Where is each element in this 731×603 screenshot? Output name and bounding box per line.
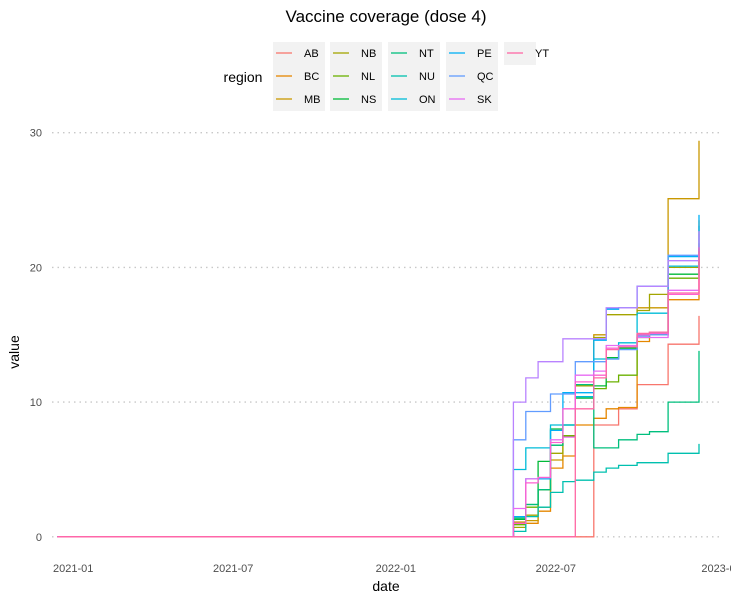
x-tick-label: 2021-07 <box>213 563 253 575</box>
grid-lines <box>52 132 722 538</box>
legend: AB BC MB NB NL NS NT NU ON PE QC SK YT <box>273 42 549 111</box>
legend-label-nb: NB <box>361 48 376 60</box>
series-line-nu <box>57 443 700 538</box>
x-axis-title: date <box>372 578 399 594</box>
series-line-yt-pink <box>57 247 700 538</box>
series-line-yt <box>57 251 700 538</box>
series-line-nl <box>57 248 700 538</box>
legend-label-ns: NS <box>361 94 376 106</box>
series-line-ab <box>57 315 700 538</box>
x-tick-label: 2022-01 <box>376 563 416 575</box>
legend-label-qc: QC <box>477 71 494 83</box>
series-line-nt <box>57 350 700 538</box>
x-tick-label: 2023-0 <box>701 563 731 575</box>
legend-label-yt: YT <box>535 48 549 60</box>
series-lines <box>57 140 700 538</box>
legend-label-on: ON <box>419 94 436 106</box>
series-line-nb <box>57 254 700 538</box>
x-axis-ticks: 2021-01 2021-07 2022-01 2022-07 2023-0 <box>53 563 731 575</box>
x-tick-label: 2021-01 <box>53 563 93 575</box>
y-tick-label: 0 <box>36 532 42 544</box>
x-tick-label: 2022-07 <box>536 563 576 575</box>
y-tick-label: 10 <box>30 397 42 409</box>
series-line-sk <box>57 231 700 538</box>
legend-label-nt: NT <box>419 48 434 60</box>
legend-title: region <box>224 69 263 85</box>
series-line-on <box>57 225 700 538</box>
y-axis-ticks: 0 10 20 30 <box>30 128 42 544</box>
legend-label-sk: SK <box>477 94 492 106</box>
legend-label-nl: NL <box>361 71 375 83</box>
legend-label-bc: BC <box>304 71 319 83</box>
y-tick-label: 20 <box>30 262 42 274</box>
legend-label-pe: PE <box>477 48 492 60</box>
legend-label-nu: NU <box>419 71 435 83</box>
series-line-yt <box>57 252 700 538</box>
chart-title: Vaccine coverage (dose 4) <box>286 7 487 26</box>
legend-label-ab: AB <box>304 48 319 60</box>
y-axis-title: value <box>6 335 22 369</box>
legend-label-mb: MB <box>304 94 321 106</box>
y-tick-label: 30 <box>30 128 42 140</box>
series-line-ns <box>57 243 700 538</box>
